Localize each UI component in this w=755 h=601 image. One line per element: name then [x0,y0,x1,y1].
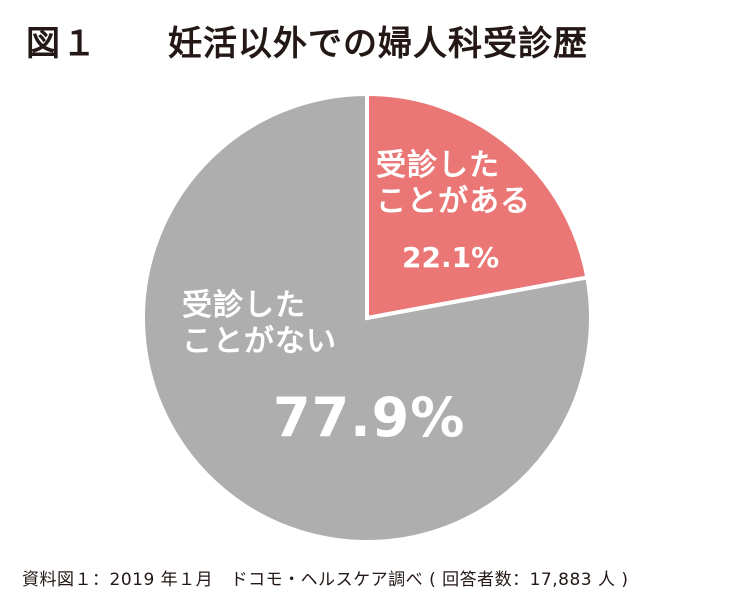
figure-label: 図１ [26,24,98,64]
slice-label-not-consulted-line2: ことがない [182,324,337,359]
slice-label-not-consulted-line1: 受診した [182,288,306,323]
slice-label-not-consulted: 受診した ことがない [182,288,337,360]
pie-slice-not-consulted [141,91,593,544]
slice-label-consulted: 受診した ことがある [376,148,531,220]
slice-label-consulted-line1: 受診した [376,148,500,183]
pie-slice-consulted [365,91,590,321]
slice-label-consulted-line2: ことがある [376,184,531,219]
source-note: 資料図１：2019 年１月 ドコモ・ヘルスケア調べ ( 回答者数：17,883 … [22,570,629,590]
slice-value-not-consulted: 77.9% [273,386,466,449]
slice-value-consulted: 22.1% [402,241,500,274]
chart-title: 妊活以外での婦人科受診歴 [168,24,588,64]
